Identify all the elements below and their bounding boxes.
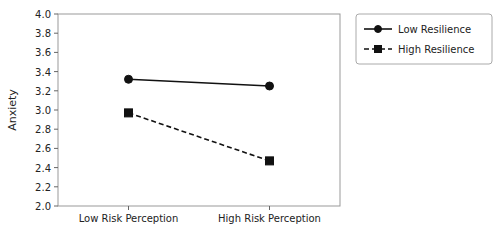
y-tick (54, 33, 58, 34)
legend-label: High Resilience (398, 44, 475, 55)
x-tick (269, 206, 270, 210)
y-tick-label: 3.2 (35, 86, 51, 97)
y-tick (54, 110, 58, 111)
y-tick-label: 2.4 (35, 163, 51, 174)
legend-marker (375, 46, 382, 53)
y-tick-label: 3.8 (35, 28, 51, 39)
legend-box (356, 14, 492, 64)
y-tick-label: 3.0 (35, 105, 51, 116)
x-tick-label: Low Risk Perception (79, 213, 179, 224)
series-line (129, 113, 270, 161)
x-tick-label: High Risk Perception (218, 213, 321, 224)
legend: Low Resilience High Resilience (356, 14, 492, 64)
y-tick-label: 2.0 (35, 201, 51, 212)
y-tick-label: 2.8 (35, 124, 51, 135)
y-tick (54, 167, 58, 168)
data-point (125, 75, 133, 83)
x-tick (128, 206, 129, 210)
legend-marker (375, 26, 382, 33)
y-tick-label: 3.6 (35, 47, 51, 58)
y-tick (54, 90, 58, 91)
y-tick (54, 14, 58, 15)
y-tick (54, 186, 58, 187)
y-tick-label: 2.6 (35, 143, 51, 154)
legend-label: Low Resilience (398, 24, 471, 35)
y-tick (54, 148, 58, 149)
plot-frame (58, 14, 340, 206)
series-line (129, 79, 270, 86)
y-tick-label: 3.4 (35, 67, 51, 78)
data-point (266, 157, 274, 165)
plot-area (125, 75, 274, 165)
chart: 2.0 2.2 2.4 2.6 2.8 3.0 3.2 3.4 3.6 3.8 4.0 Low Ris… (0, 0, 500, 250)
y-tick (54, 71, 58, 72)
data-point (125, 109, 133, 117)
y-tick (54, 206, 58, 207)
y-tick-label: 2.2 (35, 182, 51, 193)
y-tick (54, 129, 58, 130)
data-point (266, 82, 274, 90)
y-tick (54, 52, 58, 53)
y-axis-label: Anxiety (6, 89, 19, 131)
y-tick-label: 4.0 (35, 9, 51, 20)
